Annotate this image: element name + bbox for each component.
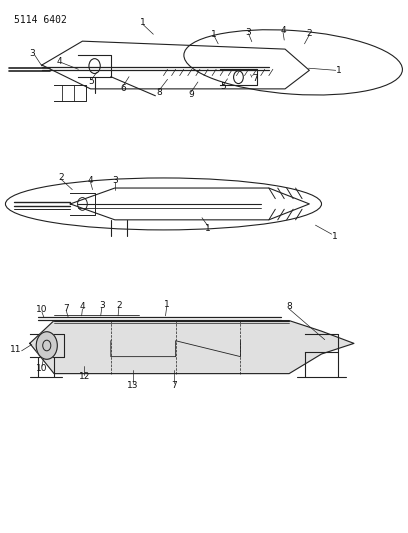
Text: 11: 11 xyxy=(10,345,22,354)
Text: 2: 2 xyxy=(59,173,64,182)
Text: 1: 1 xyxy=(164,300,170,309)
Text: 4: 4 xyxy=(88,175,93,184)
Text: 1: 1 xyxy=(205,224,211,233)
Text: 8: 8 xyxy=(157,87,162,96)
Text: 5114 6402: 5114 6402 xyxy=(13,14,67,25)
Text: 1: 1 xyxy=(336,66,341,75)
Text: 1: 1 xyxy=(211,30,217,39)
Text: 6: 6 xyxy=(120,84,126,93)
Text: 1: 1 xyxy=(140,18,146,27)
Text: 5: 5 xyxy=(89,77,94,86)
Text: 13: 13 xyxy=(127,381,139,390)
Text: 7: 7 xyxy=(63,304,69,313)
Text: 9: 9 xyxy=(188,90,194,99)
Text: 4: 4 xyxy=(57,57,62,66)
Text: 1: 1 xyxy=(332,232,337,241)
Text: 4: 4 xyxy=(80,302,85,311)
Text: 7: 7 xyxy=(252,74,257,83)
Text: 10: 10 xyxy=(36,364,48,373)
Text: 2: 2 xyxy=(116,301,122,310)
Text: 7: 7 xyxy=(171,381,177,390)
Polygon shape xyxy=(30,320,354,374)
Text: 3: 3 xyxy=(29,49,35,58)
Text: 3: 3 xyxy=(99,301,105,310)
Text: 4: 4 xyxy=(280,26,286,35)
Text: 8: 8 xyxy=(286,302,292,311)
Circle shape xyxy=(36,332,57,359)
Text: 3: 3 xyxy=(112,175,118,184)
Text: 10: 10 xyxy=(36,305,48,314)
Text: 2: 2 xyxy=(306,29,312,38)
Text: 5: 5 xyxy=(221,82,226,91)
Text: 3: 3 xyxy=(246,28,251,37)
Text: 12: 12 xyxy=(79,372,90,381)
